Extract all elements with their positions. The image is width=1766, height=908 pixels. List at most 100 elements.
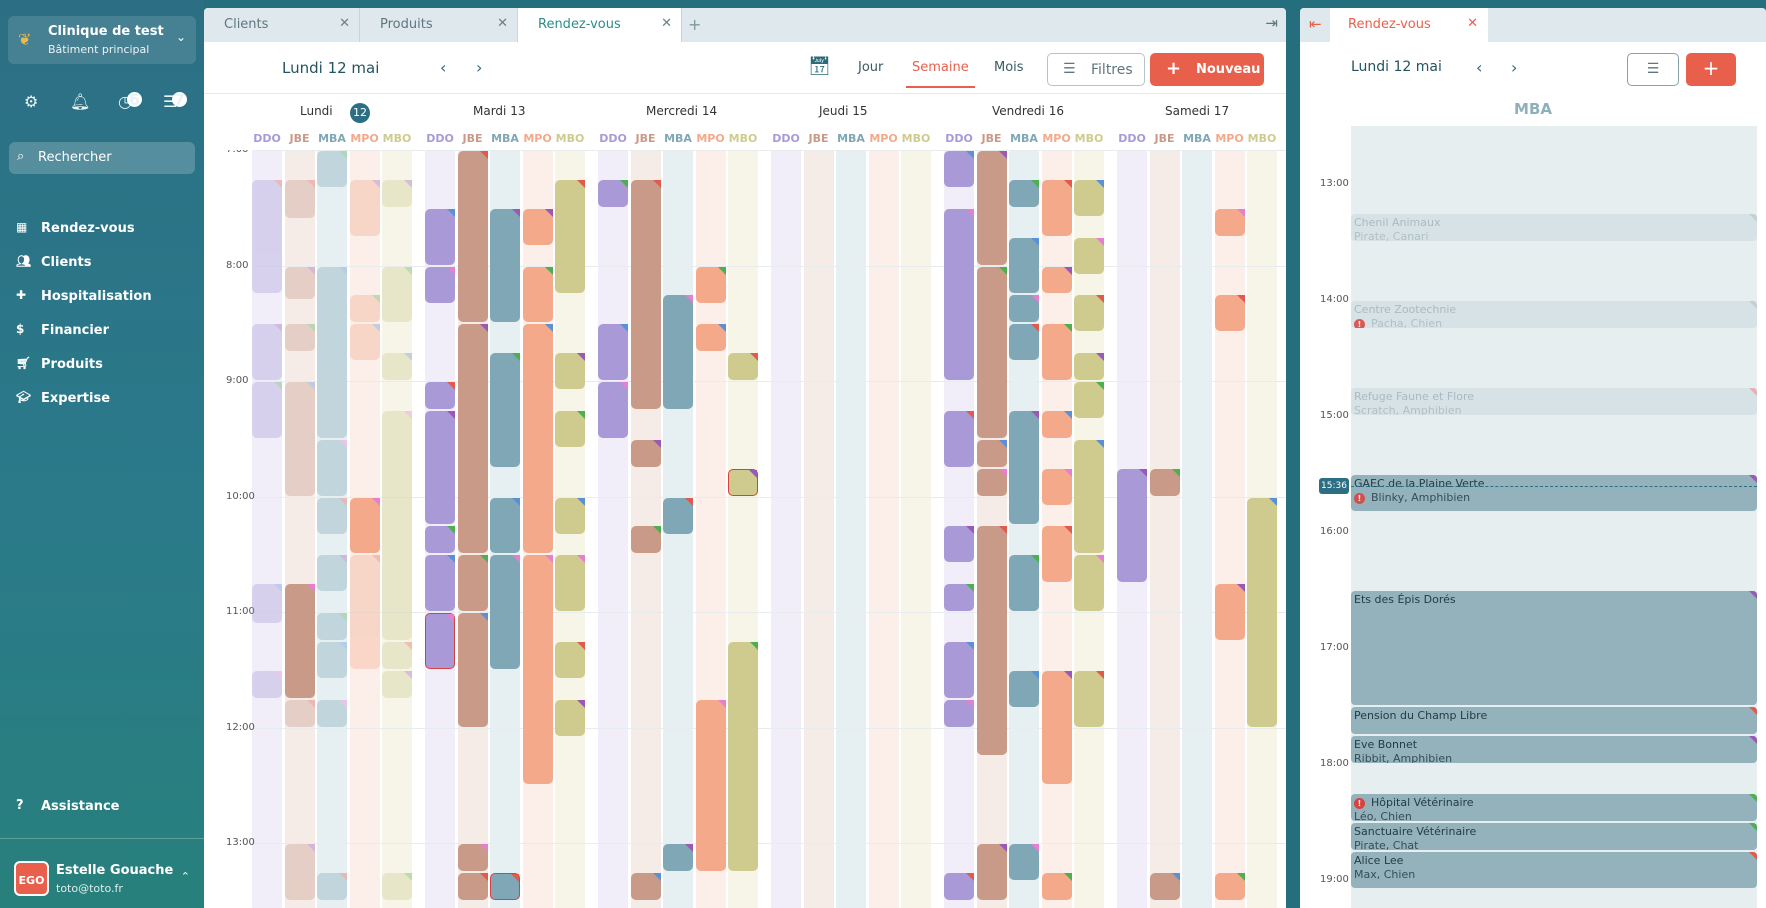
appointment-block[interactable] [425, 382, 455, 409]
appointment-block[interactable] [1074, 295, 1104, 332]
appointment-card[interactable]: Refuge Faune et Flore Scratch, Amphibien [1351, 388, 1757, 415]
appointment-block[interactable] [425, 410, 455, 525]
appointment-block[interactable] [1041, 266, 1072, 294]
new-appointment-button[interactable]: + Nouveau [1150, 53, 1264, 86]
appointment-block[interactable] [555, 497, 585, 534]
collapse-panel-icon[interactable]: ⇤ [1309, 15, 1322, 33]
appointment-card[interactable]: Eve Bonnet Ribbit, Amphibien [1351, 736, 1757, 763]
appointment-block[interactable] [1041, 179, 1072, 236]
appointment-block[interactable] [1009, 555, 1039, 611]
appointment-block[interactable] [1009, 324, 1039, 361]
side-tab-rendez-vous[interactable]: Rendez-vous ✕ [1330, 8, 1488, 42]
appointment-card[interactable]: Chenil Animaux Pirate, Canari [1351, 214, 1757, 241]
appointment-block[interactable] [1041, 410, 1072, 438]
appointment-block[interactable] [317, 555, 347, 592]
bell-icon[interactable]: 🔔︎ [70, 92, 91, 111]
search-input[interactable]: ⌕ Rechercher [9, 142, 195, 174]
appointment-block[interactable] [349, 555, 380, 669]
appointment-block[interactable] [490, 872, 520, 900]
appointment-block[interactable] [695, 699, 726, 871]
exit-icon[interactable]: ⇥ [1265, 14, 1278, 32]
appointment-block[interactable] [976, 266, 1007, 438]
appointment-block[interactable] [457, 324, 488, 554]
staff-column[interactable] [382, 150, 412, 908]
view-day-button[interactable]: Jour [858, 60, 884, 75]
appointment-block[interactable] [425, 613, 455, 669]
staff-column[interactable] [1149, 150, 1180, 908]
appointment-block[interactable] [425, 526, 455, 554]
appointment-block[interactable] [382, 410, 412, 640]
appointment-block[interactable] [695, 266, 726, 303]
sidebar-item-produits[interactable]: 🛒︎ Produits [0, 348, 204, 382]
chevron-right-icon[interactable]: › [1511, 58, 1518, 77]
tab-clients[interactable]: Clients ✕ [204, 8, 360, 42]
staff-column[interactable] [803, 150, 834, 908]
appointment-block[interactable] [457, 555, 488, 611]
appointment-block[interactable] [382, 670, 412, 698]
appointment-block[interactable] [252, 324, 282, 380]
sidebar-item-hospitalisation[interactable]: ✚ Hospitalisation [0, 280, 204, 314]
appointment-block[interactable] [1214, 872, 1245, 900]
appointment-block[interactable] [284, 324, 315, 352]
appointment-block[interactable] [695, 324, 726, 352]
appointment-block[interactable] [317, 872, 347, 900]
appointment-block[interactable] [663, 844, 693, 871]
appointment-block[interactable] [317, 613, 347, 640]
appointment-block[interactable] [728, 641, 758, 871]
appointment-block[interactable] [382, 872, 412, 900]
staff-column[interactable] [868, 150, 899, 908]
chevron-right-icon[interactable]: › [476, 58, 483, 77]
staff-column[interactable] [836, 150, 866, 908]
appointment-block[interactable] [555, 410, 585, 447]
sidebar-item-clients[interactable]: 👥︎ Clients [0, 246, 204, 280]
appointment-block[interactable] [630, 526, 661, 554]
close-icon[interactable]: ✕ [497, 16, 508, 31]
close-icon[interactable]: ✕ [339, 16, 350, 31]
appointment-block[interactable] [598, 324, 628, 380]
appointment-block[interactable] [490, 555, 520, 669]
appointment-block[interactable] [555, 641, 585, 678]
appointment-block[interactable] [457, 872, 488, 900]
appointment-block[interactable] [457, 151, 488, 323]
appointment-card[interactable]: Centre Zootechnie! Pacha, Chien [1351, 301, 1757, 328]
appointment-block[interactable] [944, 872, 974, 900]
appointment-block[interactable] [1074, 353, 1104, 380]
sidebar-item-financier[interactable]: $ Financier [0, 314, 204, 348]
appointment-block[interactable] [425, 266, 455, 303]
appointment-block[interactable] [522, 266, 553, 323]
appointment-block[interactable] [1149, 468, 1180, 496]
appointment-block[interactable] [1009, 295, 1039, 323]
appointment-block[interactable] [317, 439, 347, 496]
assistance-link[interactable]: ? Assistance [0, 796, 204, 820]
appointment-block[interactable] [1009, 179, 1039, 207]
appointment-block[interactable] [1074, 179, 1104, 216]
staff-column[interactable] [598, 150, 628, 908]
appointment-block[interactable] [1074, 670, 1104, 727]
appointment-block[interactable] [728, 468, 758, 496]
appointment-card[interactable]: ! Hôpital Vétérinaire Léo, Chien [1351, 794, 1757, 821]
appointment-card[interactable]: Sanctuaire Vétérinaire Pirate, Chat [1351, 823, 1757, 850]
staff-column[interactable] [901, 150, 931, 908]
appointment-block[interactable] [1074, 237, 1104, 274]
appointment-block[interactable] [317, 641, 347, 678]
appointment-block[interactable] [284, 699, 315, 727]
appointment-block[interactable] [1247, 497, 1277, 727]
appointment-block[interactable] [1041, 670, 1072, 785]
user-menu[interactable]: EGO Estelle Gouache toto@toto.fr ⌃ [0, 838, 204, 908]
close-icon[interactable]: ✕ [1467, 16, 1478, 31]
appointment-block[interactable] [976, 844, 1007, 900]
appointment-block[interactable] [349, 179, 380, 236]
appointment-block[interactable] [349, 324, 380, 361]
view-week-button[interactable]: Semaine [906, 60, 975, 88]
appointment-block[interactable] [522, 324, 553, 554]
appointment-block[interactable] [944, 151, 974, 188]
appointment-block[interactable] [382, 266, 412, 323]
appointment-block[interactable] [1074, 439, 1104, 554]
appointment-block[interactable] [630, 439, 661, 467]
appointment-block[interactable] [1214, 208, 1245, 236]
appointment-block[interactable] [284, 179, 315, 219]
appointment-block[interactable] [382, 353, 412, 380]
appointment-block[interactable] [1074, 555, 1104, 611]
appointment-block[interactable] [522, 555, 553, 785]
appointment-block[interactable] [555, 353, 585, 390]
